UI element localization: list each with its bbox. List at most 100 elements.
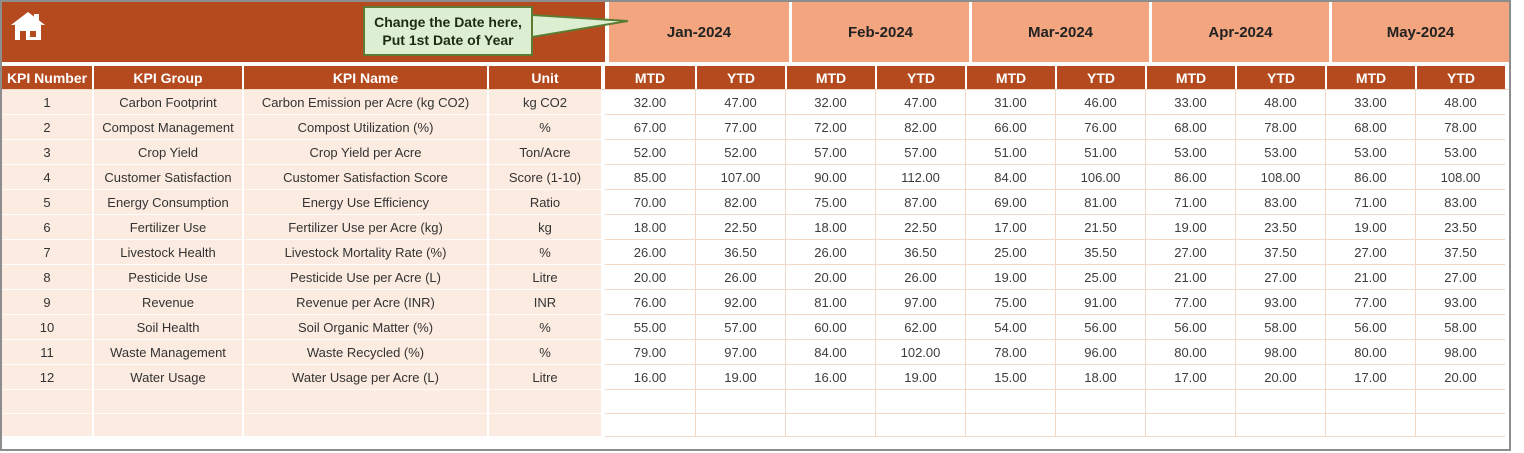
value-cell[interactable]: 17.00 xyxy=(1325,365,1415,390)
value-cell[interactable]: 18.00 xyxy=(605,215,695,240)
kpi-group-cell[interactable]: Pesticide Use xyxy=(92,265,242,290)
unit-cell[interactable]: INR xyxy=(487,290,601,315)
value-cell[interactable]: 20.00 xyxy=(1415,365,1505,390)
month-header-cell-mar-2024[interactable]: Mar-2024 xyxy=(969,2,1149,62)
value-cell[interactable]: 23.50 xyxy=(1235,215,1325,240)
value-cell[interactable] xyxy=(1145,390,1235,414)
unit-cell[interactable] xyxy=(487,390,601,414)
value-cell[interactable]: 80.00 xyxy=(1145,340,1235,365)
value-cell[interactable]: 82.00 xyxy=(875,115,965,140)
value-cell[interactable]: 68.00 xyxy=(1325,115,1415,140)
value-cell[interactable]: 108.00 xyxy=(1415,165,1505,190)
kpi-group-cell[interactable]: Compost Management xyxy=(92,115,242,140)
kpi-number-cell[interactable] xyxy=(2,390,92,414)
value-cell[interactable]: 98.00 xyxy=(1415,340,1505,365)
value-cell[interactable] xyxy=(1325,390,1415,414)
kpi-number-cell[interactable]: 9 xyxy=(2,290,92,315)
kpi-number-cell[interactable]: 6 xyxy=(2,215,92,240)
value-cell[interactable] xyxy=(965,413,1055,437)
value-cell[interactable]: 51.00 xyxy=(965,140,1055,165)
value-cell[interactable]: 77.00 xyxy=(1325,290,1415,315)
value-cell[interactable]: 83.00 xyxy=(1415,190,1505,215)
value-cell[interactable]: 25.00 xyxy=(1055,265,1145,290)
value-cell[interactable]: 107.00 xyxy=(695,165,785,190)
value-cell[interactable] xyxy=(1235,390,1325,414)
value-cell[interactable] xyxy=(875,390,965,414)
value-cell[interactable]: 37.50 xyxy=(1415,240,1505,265)
value-cell[interactable]: 78.00 xyxy=(1235,115,1325,140)
value-cell[interactable]: 22.50 xyxy=(875,215,965,240)
value-cell[interactable]: 17.00 xyxy=(1145,365,1235,390)
value-cell[interactable]: 75.00 xyxy=(965,290,1055,315)
value-cell[interactable]: 69.00 xyxy=(965,190,1055,215)
value-cell[interactable]: 86.00 xyxy=(1145,165,1235,190)
value-cell[interactable] xyxy=(605,390,695,414)
kpi-name-cell[interactable]: Carbon Emission per Acre (kg CO2) xyxy=(242,90,487,115)
value-cell[interactable]: 52.00 xyxy=(605,140,695,165)
kpi-group-cell[interactable]: Water Usage xyxy=(92,365,242,390)
value-cell[interactable] xyxy=(605,413,695,437)
unit-cell[interactable]: % xyxy=(487,240,601,265)
home-icon[interactable] xyxy=(11,12,45,42)
value-cell[interactable]: 22.50 xyxy=(695,215,785,240)
kpi-name-cell[interactable]: Pesticide Use per Acre (L) xyxy=(242,265,487,290)
kpi-number-cell[interactable]: 12 xyxy=(2,365,92,390)
kpi-group-cell[interactable]: Energy Consumption xyxy=(92,190,242,215)
value-cell[interactable] xyxy=(1235,413,1325,437)
value-cell[interactable]: 82.00 xyxy=(695,190,785,215)
value-cell[interactable]: 97.00 xyxy=(695,340,785,365)
unit-cell[interactable]: kg xyxy=(487,215,601,240)
value-cell[interactable]: 35.50 xyxy=(1055,240,1145,265)
unit-cell[interactable]: Litre xyxy=(487,365,601,390)
month-header-cell-jan-2024[interactable]: Jan-2024 xyxy=(609,2,789,62)
kpi-group-cell[interactable]: Revenue xyxy=(92,290,242,315)
value-cell[interactable]: 57.00 xyxy=(785,140,875,165)
value-cell[interactable]: 56.00 xyxy=(1325,315,1415,340)
kpi-name-cell[interactable]: Compost Utilization (%) xyxy=(242,115,487,140)
value-cell[interactable]: 84.00 xyxy=(785,340,875,365)
unit-cell[interactable]: % xyxy=(487,115,601,140)
kpi-group-cell[interactable]: Livestock Health xyxy=(92,240,242,265)
kpi-number-cell[interactable]: 4 xyxy=(2,165,92,190)
value-cell[interactable]: 47.00 xyxy=(695,90,785,115)
kpi-name-cell[interactable]: Water Usage per Acre (L) xyxy=(242,365,487,390)
kpi-number-cell[interactable]: 2 xyxy=(2,115,92,140)
value-cell[interactable]: 106.00 xyxy=(1055,165,1145,190)
kpi-group-cell[interactable]: Customer Satisfaction xyxy=(92,165,242,190)
kpi-group-cell[interactable]: Carbon Footprint xyxy=(92,90,242,115)
value-cell[interactable]: 26.00 xyxy=(695,265,785,290)
value-cell[interactable]: 27.00 xyxy=(1325,240,1415,265)
value-cell[interactable] xyxy=(875,413,965,437)
kpi-number-cell[interactable]: 7 xyxy=(2,240,92,265)
kpi-group-cell[interactable] xyxy=(92,413,242,437)
value-cell[interactable]: 21.00 xyxy=(1325,265,1415,290)
value-cell[interactable]: 62.00 xyxy=(875,315,965,340)
value-cell[interactable]: 15.00 xyxy=(965,365,1055,390)
value-cell[interactable]: 66.00 xyxy=(965,115,1055,140)
value-cell[interactable]: 76.00 xyxy=(605,290,695,315)
kpi-number-cell[interactable]: 1 xyxy=(2,90,92,115)
unit-cell[interactable]: % xyxy=(487,315,601,340)
value-cell[interactable]: 97.00 xyxy=(875,290,965,315)
value-cell[interactable]: 19.00 xyxy=(875,365,965,390)
month-header-cell-apr-2024[interactable]: Apr-2024 xyxy=(1149,2,1329,62)
value-cell[interactable]: 83.00 xyxy=(1235,190,1325,215)
value-cell[interactable]: 16.00 xyxy=(785,365,875,390)
month-header-cell-feb-2024[interactable]: Feb-2024 xyxy=(789,2,969,62)
value-cell[interactable] xyxy=(1415,413,1505,437)
kpi-number-cell[interactable]: 11 xyxy=(2,340,92,365)
value-cell[interactable]: 77.00 xyxy=(695,115,785,140)
value-cell[interactable]: 27.00 xyxy=(1415,265,1505,290)
unit-cell[interactable]: Ton/Acre xyxy=(487,140,601,165)
value-cell[interactable] xyxy=(1415,390,1505,414)
value-cell[interactable]: 93.00 xyxy=(1235,290,1325,315)
value-cell[interactable]: 32.00 xyxy=(785,90,875,115)
unit-cell[interactable]: Score (1-10) xyxy=(487,165,601,190)
value-cell[interactable]: 52.00 xyxy=(695,140,785,165)
value-cell[interactable]: 26.00 xyxy=(605,240,695,265)
kpi-name-cell[interactable] xyxy=(242,390,487,414)
value-cell[interactable] xyxy=(785,390,875,414)
value-cell[interactable]: 112.00 xyxy=(875,165,965,190)
kpi-name-cell[interactable] xyxy=(242,413,487,437)
value-cell[interactable]: 53.00 xyxy=(1235,140,1325,165)
